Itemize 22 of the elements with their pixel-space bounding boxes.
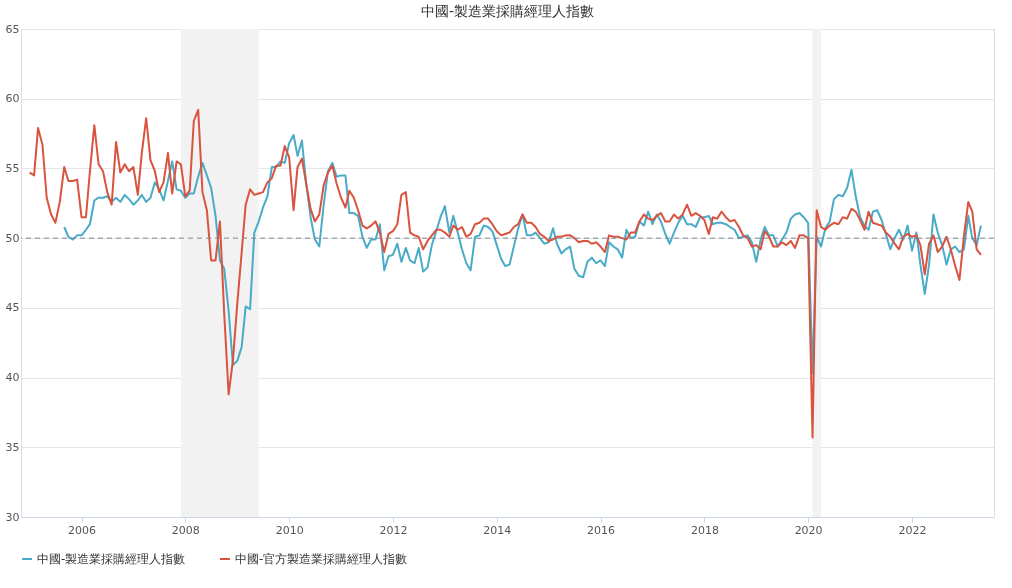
x-tick-label: 2020 <box>794 523 823 537</box>
y-tick-label: 60 <box>5 92 20 106</box>
x-tick-label: 2016 <box>587 523 616 537</box>
x-tick-label: 2008 <box>171 523 200 537</box>
y-tick-label: 55 <box>5 161 20 175</box>
x-tick-label: 2022 <box>898 523 927 537</box>
chart-title: 中國-製造業採購經理人指數 <box>420 3 595 19</box>
legend-label: 中國-官方製造業採購經理人指數 <box>235 552 408 566</box>
line-series <box>63 133 982 375</box>
legend-label: 中國-製造業採購經理人指數 <box>37 552 186 566</box>
line-series <box>28 108 982 439</box>
x-tick-label: 2014 <box>483 523 512 537</box>
x-tick-label: 2012 <box>379 523 408 537</box>
x-tick-label: 2018 <box>690 523 719 537</box>
y-tick-label: 65 <box>5 22 20 36</box>
y-tick-label: 45 <box>5 301 20 315</box>
y-tick-label: 35 <box>5 440 20 454</box>
x-tick-label: 2010 <box>275 523 304 537</box>
y-tick-label: 40 <box>5 371 20 385</box>
y-tick-label: 50 <box>5 231 20 245</box>
y-tick-label: 30 <box>5 510 20 524</box>
x-tick-label: 2006 <box>68 523 97 537</box>
